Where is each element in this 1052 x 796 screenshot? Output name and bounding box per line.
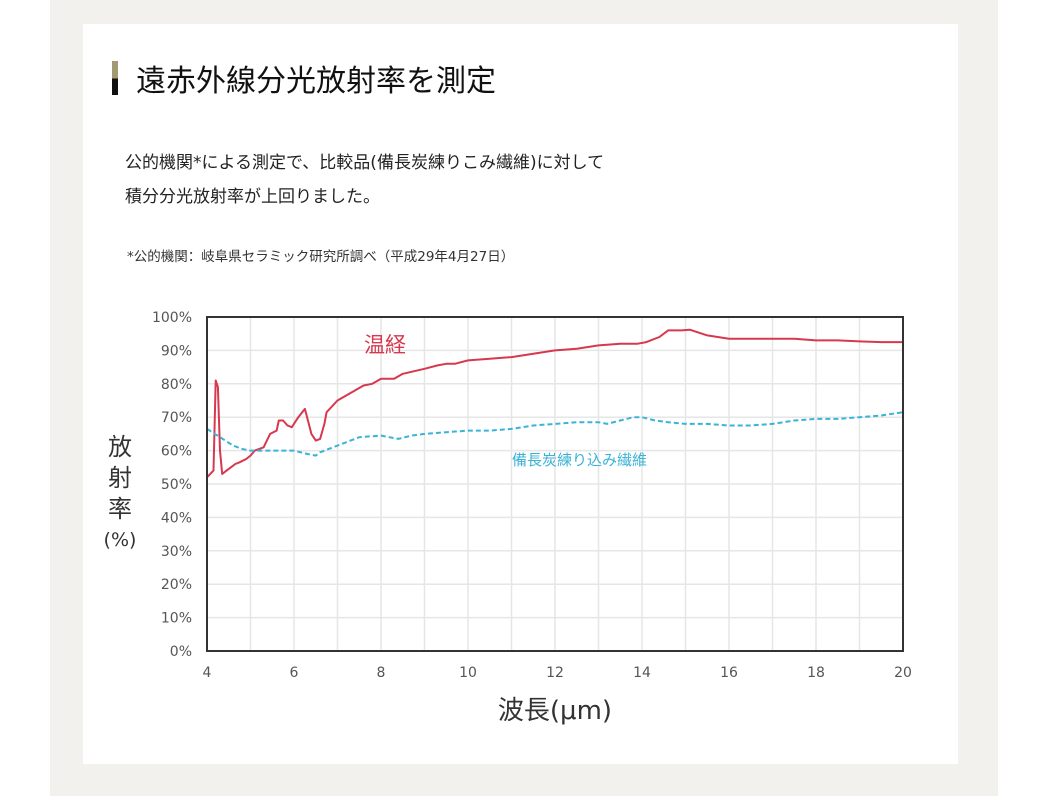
series-line-0 (206, 328, 903, 478)
y-tick-label: 90% (161, 343, 192, 359)
series-line-1 (206, 411, 904, 457)
y-axis-label-char: 放 (108, 433, 132, 461)
x-tick-label: 18 (807, 665, 825, 681)
y-tick-label: 30% (161, 544, 192, 560)
chart-grid (207, 317, 903, 651)
y-tick-label: 50% (161, 477, 192, 493)
section-title: 遠赤外線分光放射率を測定 (136, 64, 496, 99)
x-tick-label: 4 (203, 665, 212, 681)
y-tick-label: 40% (161, 510, 192, 526)
x-tick-label: 12 (546, 665, 564, 681)
x-tick-label: 8 (377, 665, 386, 681)
y-axis-label: 放射率 (%) (100, 432, 140, 556)
x-tick-label: 10 (459, 665, 477, 681)
title-accent-bar (112, 61, 118, 95)
y-tick-label: 80% (161, 377, 192, 393)
plot-frame (206, 316, 904, 652)
series-label-binchotan: 備長炭練り込み繊維 (512, 451, 647, 469)
x-tick-label: 14 (633, 665, 651, 681)
y-axis-label-char: 率 (108, 495, 132, 523)
chart-series (206, 328, 904, 478)
description-line: 積分分光放射率が上回りました。 (125, 187, 380, 207)
y-tick-label: 0% (170, 644, 192, 660)
x-axis-label: 波長(μm) (497, 696, 613, 726)
content-card (83, 24, 958, 764)
y-axis-ticks: 0% 10% 20% 30% 40% 50% 60% 70% 80% 90% 100% (152, 310, 192, 660)
x-tick-label: 6 (290, 665, 299, 681)
description: 公的機関*による測定で、比較品(備長炭練りこみ繊維)に対して 積分分光放射率が上… (125, 146, 604, 214)
y-tick-label: 20% (161, 577, 192, 593)
series-label-onkei: 温経 (364, 333, 406, 357)
y-axis-label-unit: (%) (103, 529, 137, 551)
x-tick-label: 16 (720, 665, 738, 681)
footnote: *公的機関：岐阜県セラミック研究所調べ（平成29年4月27日） (127, 249, 515, 265)
y-tick-label: 70% (161, 410, 192, 426)
y-tick-label: 100% (152, 310, 192, 326)
y-tick-label: 60% (161, 444, 192, 460)
x-tick-label: 20 (894, 665, 912, 681)
y-tick-label: 10% (161, 611, 192, 627)
description-line: 公的機関*による測定で、比較品(備長炭練りこみ繊維)に対して (125, 153, 605, 173)
x-axis-ticks: 4 6 8 10 12 14 16 18 20 (203, 665, 912, 681)
section-header: 遠赤外線分光放射率を測定 (112, 58, 496, 99)
y-axis-label-main: 放射率 (100, 432, 140, 525)
y-axis-label-char: 射 (108, 464, 132, 492)
